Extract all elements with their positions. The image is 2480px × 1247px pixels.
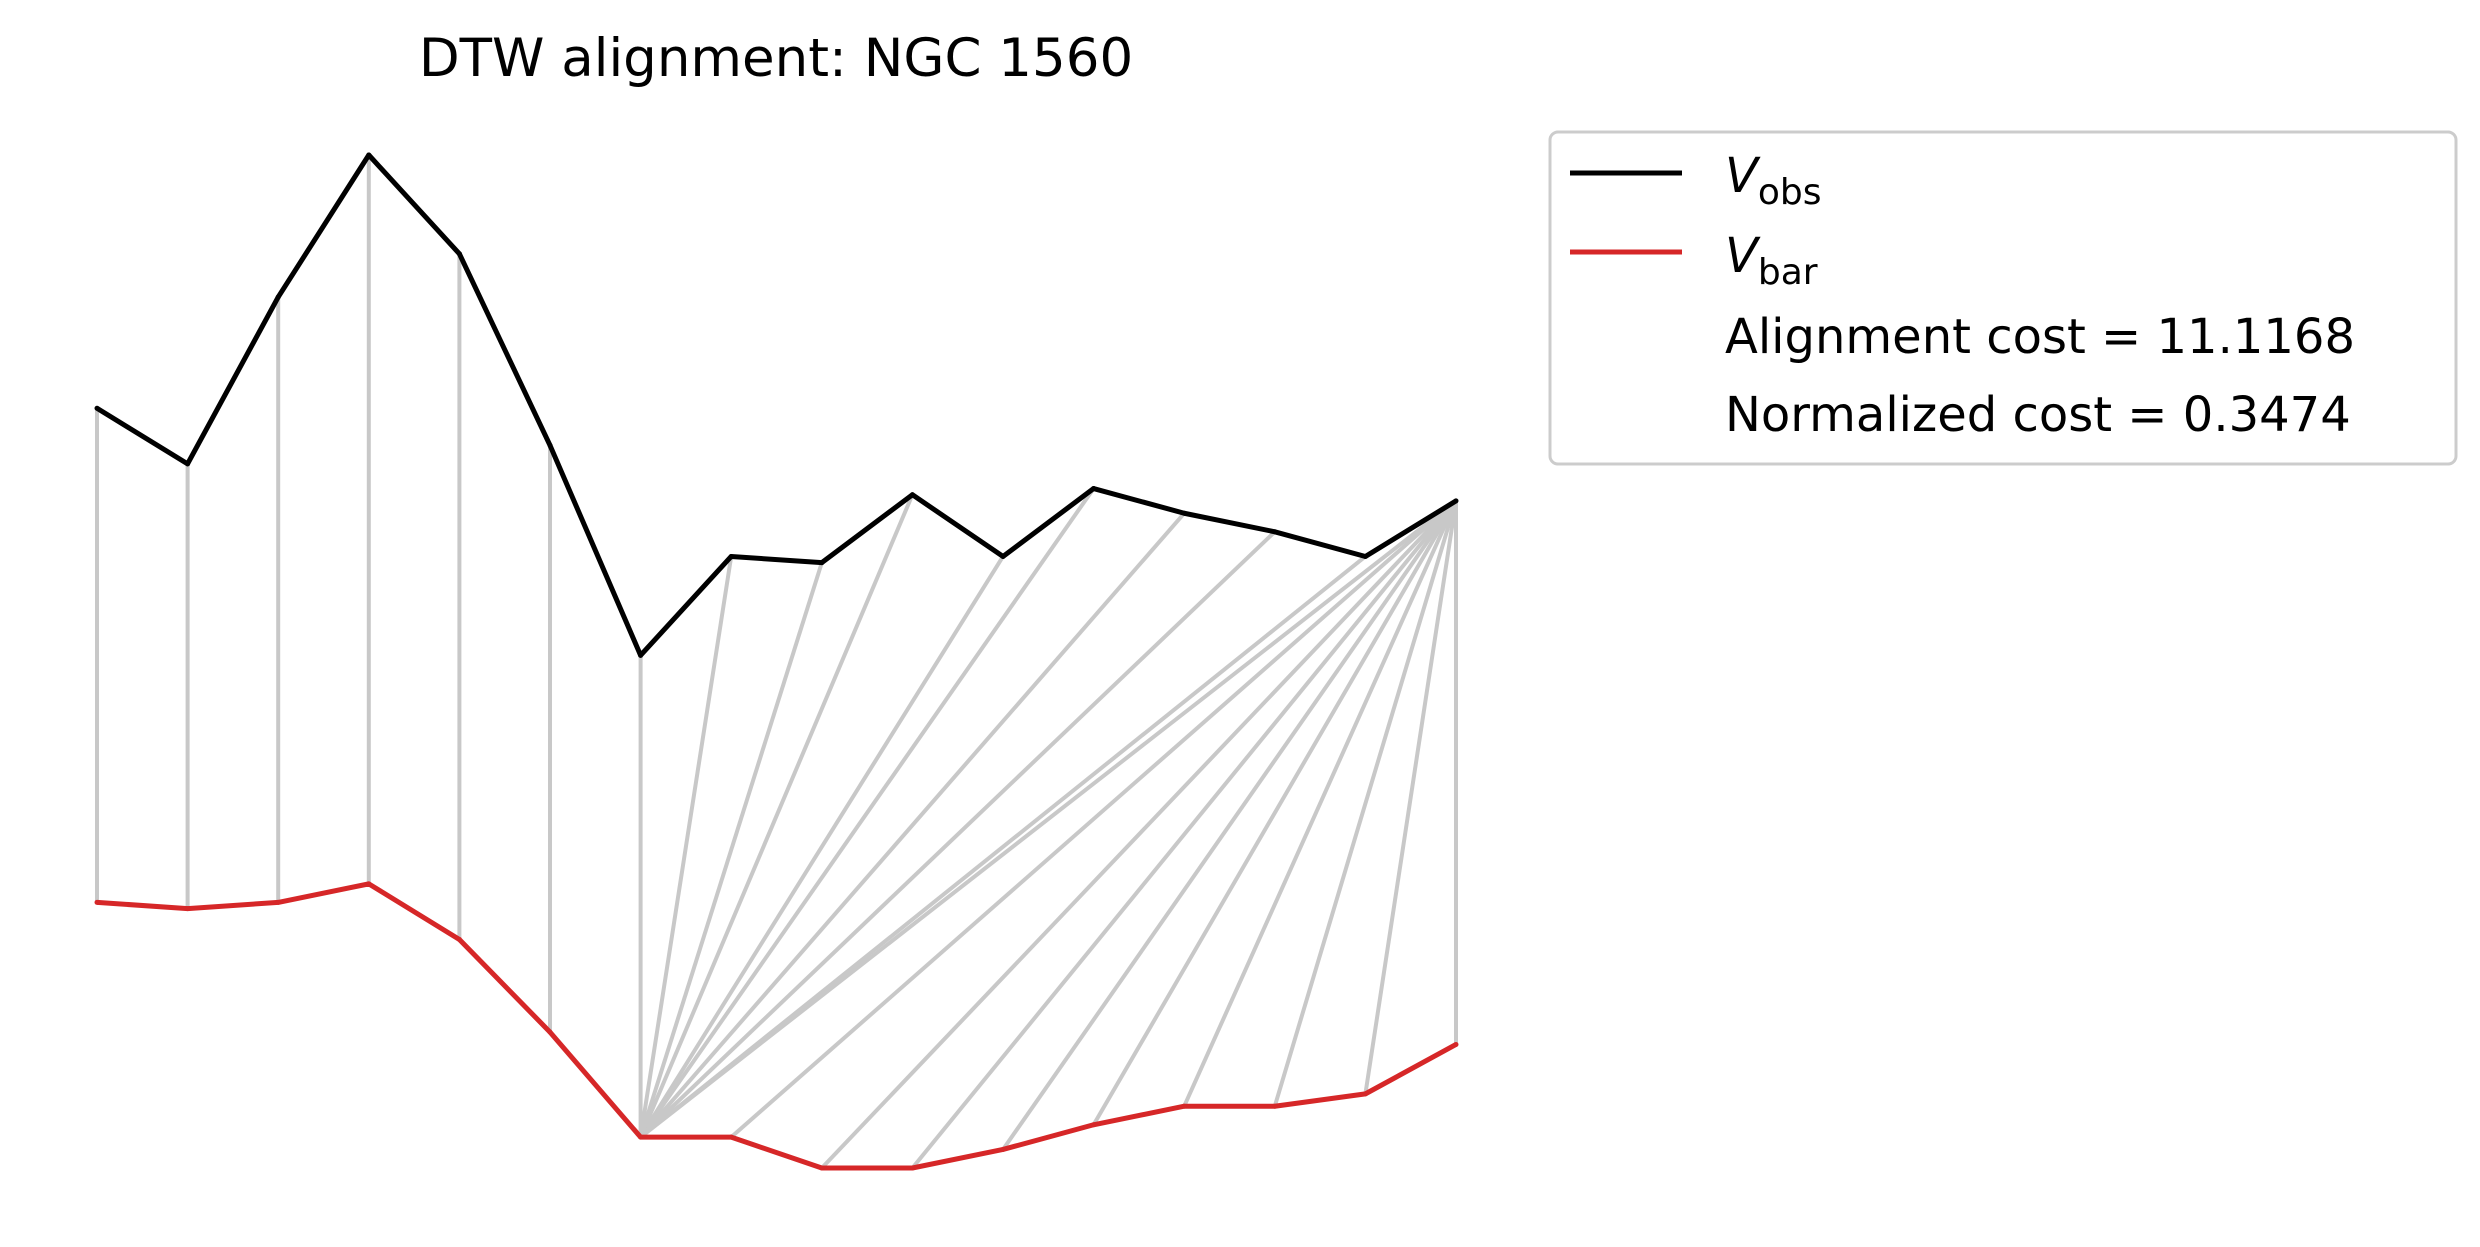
point-obs-5 xyxy=(547,442,553,448)
point-bar-6 xyxy=(638,1134,644,1140)
legend-normalized-cost: Normalized cost = 0.3474 xyxy=(1725,387,2351,443)
point-bar-8 xyxy=(819,1165,825,1171)
point-bar-1 xyxy=(185,906,191,912)
point-bar-5 xyxy=(547,1029,553,1035)
alignment-line-13 xyxy=(639,530,1277,1139)
point-bar-15 xyxy=(1453,1041,1459,1047)
point-obs-6 xyxy=(638,652,644,658)
alignment-line-7 xyxy=(638,556,734,1138)
point-bar-4 xyxy=(456,936,462,942)
legend: Vobs Vbar Alignment cost = 11.1168 Norma… xyxy=(1548,130,2458,466)
legend-bar-label: Vbar xyxy=(1725,228,1818,293)
alignment-line-22 xyxy=(1272,500,1458,1107)
alignment-line-12 xyxy=(639,511,1186,1139)
point-bar-9 xyxy=(909,1165,915,1171)
alignment-line-8 xyxy=(638,562,824,1138)
alignment-line-23 xyxy=(1363,500,1458,1095)
legend-alignment-cost: Alignment cost = 11.1168 xyxy=(1725,309,2355,365)
point-obs-2 xyxy=(275,294,281,300)
alignment-line-11 xyxy=(638,487,1096,1139)
legend-frame xyxy=(1548,130,2458,466)
point-obs-14 xyxy=(1362,553,1368,559)
legend-obs-subscript: obs xyxy=(1758,172,1822,213)
point-bar-7 xyxy=(728,1134,734,1140)
point-bar-2 xyxy=(275,899,281,905)
alignment-line-17 xyxy=(820,499,1458,1170)
point-obs-11 xyxy=(1091,486,1097,492)
legend-bar-subscript: bar xyxy=(1758,252,1818,293)
alignment-line-10 xyxy=(638,555,1005,1139)
alignment-line-18 xyxy=(910,499,1458,1170)
point-obs-13 xyxy=(1272,529,1278,535)
alignment-line-15 xyxy=(639,499,1458,1139)
point-obs-12 xyxy=(1181,510,1187,516)
point-obs-0 xyxy=(94,405,100,411)
point-obs-15 xyxy=(1453,498,1459,504)
point-obs-7 xyxy=(728,553,734,559)
series-lines xyxy=(95,152,1458,1171)
alignment-line-19 xyxy=(1001,499,1458,1151)
point-obs-10 xyxy=(1000,553,1006,559)
alignment-line-16 xyxy=(729,499,1458,1139)
point-bar-12 xyxy=(1181,1103,1187,1109)
legend-obs-symbol: V xyxy=(1725,148,1761,204)
point-obs-8 xyxy=(819,560,825,566)
alignment-line-20 xyxy=(1091,499,1458,1126)
point-bar-11 xyxy=(1091,1122,1097,1128)
point-bar-10 xyxy=(1000,1146,1006,1152)
point-bar-13 xyxy=(1272,1103,1278,1109)
point-obs-9 xyxy=(909,492,915,498)
point-obs-3 xyxy=(366,152,372,158)
point-bar-0 xyxy=(94,899,100,905)
legend-bar-symbol: V xyxy=(1725,228,1761,284)
point-bar-3 xyxy=(366,881,372,887)
alignment-line-9 xyxy=(638,493,915,1138)
legend-obs-label: Vobs xyxy=(1725,148,1821,213)
point-obs-4 xyxy=(456,251,462,257)
point-bar-14 xyxy=(1362,1091,1368,1097)
series-line-bar xyxy=(96,881,1458,1171)
series-points xyxy=(94,152,1459,1171)
alignment-lines xyxy=(95,155,1458,1170)
chart-title: DTW alignment: NGC 1560 xyxy=(419,28,1133,89)
series-line-obs xyxy=(95,152,1458,658)
alignment-line-21 xyxy=(1182,500,1458,1108)
point-obs-1 xyxy=(185,461,191,467)
